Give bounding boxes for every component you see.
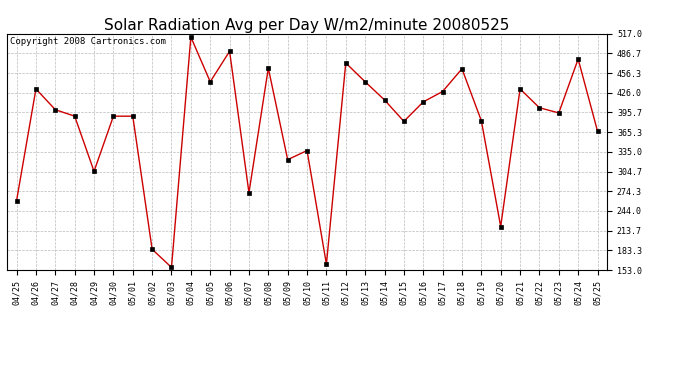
Title: Solar Radiation Avg per Day W/m2/minute 20080525: Solar Radiation Avg per Day W/m2/minute …: [104, 18, 510, 33]
Text: Copyright 2008 Cartronics.com: Copyright 2008 Cartronics.com: [10, 37, 166, 46]
